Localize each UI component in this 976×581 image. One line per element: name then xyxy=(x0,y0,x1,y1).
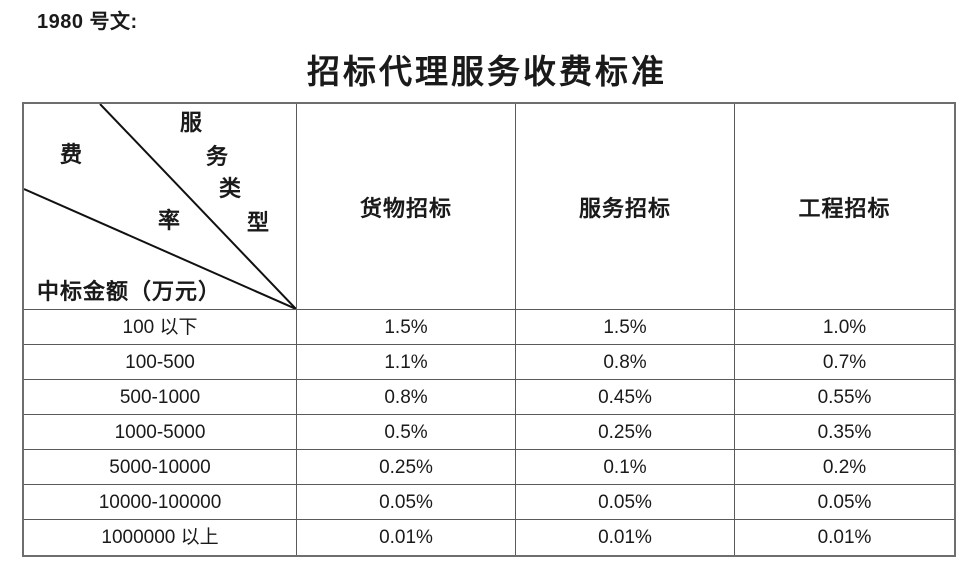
corner-fee-rate-char-2: 率 xyxy=(158,208,181,233)
fee-value-cell: 0.8% xyxy=(297,380,516,415)
fee-value-cell: 0.5% xyxy=(297,415,516,450)
page-title: 招标代理服务收费标准 xyxy=(307,55,667,91)
fee-value-cell: 1.5% xyxy=(297,310,516,345)
fee-value-cell: 0.05% xyxy=(516,485,735,520)
row-range-cell: 500-1000 xyxy=(24,380,297,415)
column-header-engineering-bidding: 工程招标 xyxy=(735,104,954,310)
row-range-cell: 1000000 以上 xyxy=(24,520,297,555)
fee-value-cell: 0.2% xyxy=(735,450,954,485)
fee-value-cell: 0.45% xyxy=(516,380,735,415)
column-header-service-bidding: 服务招标 xyxy=(516,104,735,310)
corner-service-type-char-2: 务 xyxy=(206,144,229,169)
table-corner-cell: 服 费 务 类 率 型 中标金额（万元） xyxy=(24,104,297,310)
fee-value-cell: 0.8% xyxy=(516,345,735,380)
fee-value-cell: 1.0% xyxy=(735,310,954,345)
diagonal-line-lower xyxy=(24,188,296,309)
row-range-cell: 100-500 xyxy=(24,345,297,380)
fee-value-cell: 0.05% xyxy=(735,485,954,520)
diagonal-divider-lines xyxy=(24,104,296,309)
corner-fee-rate-char-1: 费 xyxy=(60,142,83,167)
fee-value-cell: 0.01% xyxy=(817,527,872,548)
fee-value-cell: 0.35% xyxy=(735,415,954,450)
fee-value-cell: 0.25% xyxy=(516,415,735,450)
column-header-goods-bidding: 货物招标 xyxy=(297,104,516,310)
diagonal-line-upper xyxy=(99,104,296,309)
corner-service-type-char-1: 服 xyxy=(180,110,203,135)
fee-value-cell: 1.1% xyxy=(297,345,516,380)
row-range-cell: 5000-10000 xyxy=(24,450,297,485)
fee-value-cell: 0.55% xyxy=(735,380,954,415)
fee-value-cell: 1.5% xyxy=(516,310,735,345)
corner-service-type-char-4: 型 xyxy=(247,210,270,235)
fee-value-cell: 0.25% xyxy=(297,450,516,485)
document-number-label: 1980 号文: xyxy=(37,11,138,33)
fee-standard-table: 服 费 务 类 率 型 中标金额（万元） 货物招标 服务招标 工程招标 100 … xyxy=(22,102,956,557)
fee-value-cell: 0.1% xyxy=(516,450,735,485)
fee-value-cell: 0.05% xyxy=(297,485,516,520)
corner-bid-amount-label: 中标金额（万元） xyxy=(37,279,222,304)
corner-service-type-char-3: 类 xyxy=(219,176,242,201)
fee-value-cell: 0.01% xyxy=(297,520,516,555)
row-range-cell: 10000-100000 xyxy=(24,485,297,520)
row-range-cell: 100 以下 xyxy=(24,310,297,345)
fee-value-cell: 0.01% xyxy=(516,520,735,555)
fee-value-cell: 0.7% xyxy=(735,345,954,380)
row-range-cell: 1000-5000 xyxy=(24,415,297,450)
